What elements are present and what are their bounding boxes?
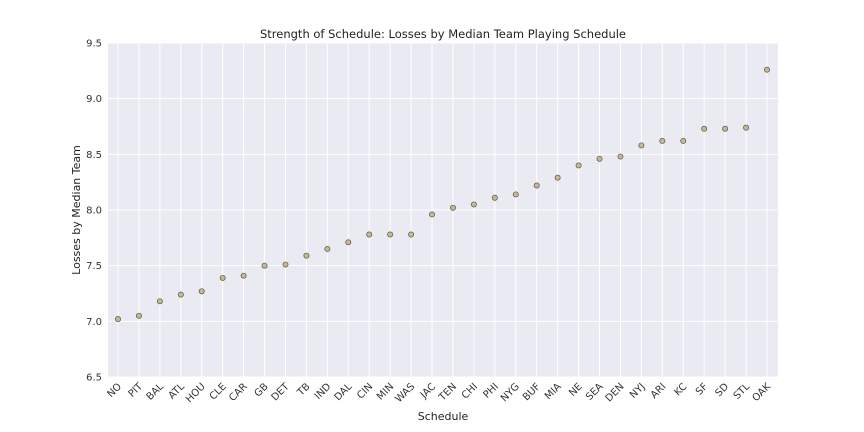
x-tick-label: HOU	[184, 381, 208, 405]
data-point-tb	[303, 252, 310, 259]
data-point-dal	[345, 239, 352, 246]
data-point-chi	[470, 201, 477, 208]
x-axis-label: Schedule	[418, 410, 469, 423]
data-point-oak	[764, 66, 770, 73]
x-tick-label: MIA	[543, 381, 564, 402]
y-axis-label: Losses by Median Team	[70, 145, 83, 275]
y-tick-label: 9.5	[86, 39, 102, 50]
y-tick-label: 8.0	[86, 206, 102, 217]
data-point-phi	[491, 194, 498, 201]
y-tick-label: 8.5	[86, 150, 102, 161]
y-tick-label: 9.0	[86, 94, 102, 105]
x-tick-label: NE	[567, 381, 585, 399]
data-point-hou	[198, 288, 205, 295]
data-point-den	[617, 153, 624, 160]
data-point-ne	[575, 162, 582, 169]
x-tick-label: OAK	[750, 381, 773, 404]
x-tick-label: PIT	[127, 381, 146, 400]
data-point-nyj	[638, 142, 645, 149]
y-tick-labels: 6.5 7.0 7.5 8.0 8.5 9.0 9.5	[86, 39, 102, 384]
y-tick-label: 7.5	[86, 261, 102, 272]
data-point-car	[240, 272, 247, 279]
data-point-ari	[659, 138, 666, 144]
data-point-sd	[722, 125, 729, 132]
x-tick-label: ARI	[649, 381, 669, 401]
data-point-stl	[743, 124, 750, 131]
x-tick-label: KC	[672, 381, 689, 398]
x-tick-label: CHI	[460, 381, 480, 401]
x-tick-label: NYJ	[628, 381, 647, 400]
x-tick-label: BUF	[521, 381, 543, 403]
data-points	[115, 66, 770, 323]
x-tick-label: NO	[105, 381, 124, 400]
x-tick-label: MIN	[375, 381, 396, 402]
x-tick-label: PHI	[482, 381, 501, 400]
x-tick-label: DET	[270, 381, 293, 404]
data-point-atl	[177, 291, 184, 298]
data-point-was	[408, 231, 415, 238]
data-point-gb	[261, 262, 268, 269]
data-point-ind	[324, 246, 331, 252]
data-point-jac	[429, 211, 435, 218]
data-point-buf	[533, 182, 540, 189]
chart-title: Strength of Schedule: Losses by Median T…	[260, 27, 626, 41]
x-tick-label: BAL	[145, 381, 167, 403]
data-point-no	[115, 316, 121, 323]
x-tick-label: SF	[694, 381, 711, 398]
data-point-kc	[680, 138, 687, 144]
x-tick-label: STL	[732, 381, 753, 402]
data-point-cle	[219, 274, 226, 281]
x-tick-label: SEA	[584, 381, 606, 403]
x-tick-label: TB	[295, 381, 313, 399]
x-tick-label: NYG	[499, 381, 522, 404]
x-tick-label: CAR	[227, 381, 250, 404]
data-point-sea	[596, 155, 603, 162]
data-point-bal	[156, 298, 163, 305]
data-point-pit	[135, 312, 142, 319]
x-tick-label: DEN	[604, 381, 627, 404]
data-point-cin	[366, 231, 373, 238]
y-tick-label: 6.5	[86, 373, 102, 384]
y-gridlines	[108, 42, 778, 378]
x-tick-label: CIN	[355, 381, 375, 401]
x-tick-label: CLE	[208, 381, 229, 402]
data-point-sf	[701, 125, 708, 132]
x-tick-label: IND	[313, 381, 334, 402]
data-point-ten	[450, 204, 456, 211]
y-tick-label: 7.0	[86, 317, 102, 328]
x-tick-label: SD	[714, 381, 732, 399]
data-point-min	[387, 231, 394, 238]
x-tick-label: DAL	[333, 381, 355, 403]
x-tick-label: WAS	[394, 381, 418, 405]
data-point-nyg	[512, 191, 519, 198]
x-tick-label: JAC	[418, 381, 438, 401]
x-tick-label: GB	[253, 381, 271, 399]
x-tick-label: TEN	[437, 381, 460, 404]
data-point-mia	[554, 174, 561, 181]
data-point-det	[282, 261, 289, 268]
